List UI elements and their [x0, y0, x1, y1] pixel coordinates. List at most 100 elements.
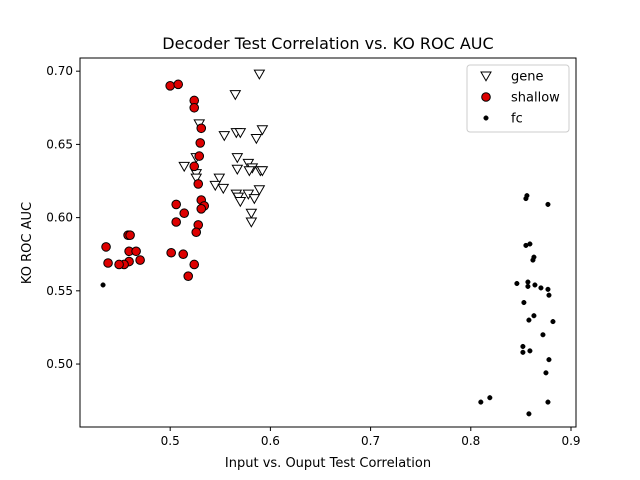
point-shallow [178, 249, 189, 260]
point-gene [209, 180, 222, 192]
point-shallow [195, 138, 206, 148]
point-fc [100, 282, 106, 288]
point-shallow [189, 102, 200, 113]
point-shallow [101, 242, 111, 252]
point-shallow [131, 246, 141, 257]
point-fc [545, 286, 551, 292]
x-tick-label: 0.6 [261, 434, 280, 448]
point-gene [253, 185, 266, 196]
point-fc [523, 196, 529, 202]
point-shallow [166, 247, 176, 258]
x-tick-label: 0.7 [361, 434, 380, 448]
legend-items: gene shallow fc [480, 70, 560, 127]
point-gene [229, 90, 242, 101]
x-tick-label: 0.9 [561, 434, 580, 448]
y-axis: 0.50 0.55 0.60 0.65 0.70 [46, 64, 80, 371]
point-shallow [183, 271, 194, 281]
series-layer [100, 69, 556, 417]
legend-label-shallow: shallow [511, 91, 560, 106]
series-fc [100, 193, 556, 417]
point-shallow [196, 123, 207, 134]
y-tick-label: 0.50 [46, 357, 73, 371]
y-tick-label: 0.60 [46, 211, 73, 225]
point-gene [256, 166, 269, 177]
point-gene [245, 208, 258, 219]
point-fc [546, 292, 552, 298]
point-gene [243, 166, 256, 177]
point-gene [248, 194, 261, 205]
point-gene [234, 197, 247, 208]
point-fc [487, 395, 493, 401]
point-gene [218, 131, 231, 142]
point-shallow [135, 255, 145, 265]
point-shallow [196, 204, 207, 214]
legend-marker-fc [483, 115, 489, 121]
point-fc [545, 399, 551, 405]
point-shallow [179, 208, 190, 219]
x-axis-label: Input vs. Ouput Test Correlation [225, 456, 431, 471]
point-fc [520, 349, 526, 355]
legend-entry-gene: gene [480, 70, 544, 85]
point-fc [538, 285, 544, 291]
point-shallow [173, 79, 183, 90]
point-fc [543, 370, 549, 376]
point-fc [527, 348, 533, 354]
point-shallow [125, 230, 135, 240]
point-shallow [193, 179, 204, 189]
legend-marker-shallow [481, 92, 491, 102]
point-gene [217, 183, 230, 195]
point-fc [523, 242, 529, 248]
point-shallow [165, 81, 175, 91]
point-gene [256, 125, 269, 136]
point-shallow [191, 227, 202, 238]
point-fc [530, 257, 536, 263]
point-gene [253, 69, 266, 80]
point-gene [213, 173, 226, 184]
point-gene [178, 161, 191, 173]
point-gene [231, 164, 244, 176]
point-fc [531, 313, 537, 319]
x-tick-label: 0.5 [161, 434, 180, 448]
point-fc [540, 332, 546, 338]
y-tick-label: 0.55 [46, 284, 73, 298]
point-shallow [171, 199, 181, 210]
point-gene [190, 173, 203, 184]
point-shallow [189, 259, 200, 270]
point-fc [478, 399, 484, 405]
y-axis-label: KO ROC AUC [20, 202, 35, 284]
series-gene [178, 69, 269, 228]
legend-marker-gene [480, 71, 492, 82]
point-fc [521, 299, 527, 306]
y-tick-label: 0.65 [46, 137, 73, 151]
legend-entry-fc: fc [483, 112, 523, 127]
point-fc [546, 357, 552, 363]
x-axis: 0.5 0.6 0.7 0.8 0.9 [161, 427, 581, 448]
legend-label-gene: gene [511, 70, 544, 85]
point-fc [520, 343, 526, 350]
legend-label-fc: fc [511, 112, 523, 127]
y-tick-label: 0.70 [46, 64, 73, 78]
point-fc [532, 282, 538, 288]
point-fc [526, 411, 532, 417]
point-gene [231, 153, 244, 164]
point-gene [250, 134, 263, 145]
point-fc [525, 279, 531, 285]
point-shallow [114, 259, 124, 270]
legend-entry-shallow: shallow [481, 91, 560, 106]
point-fc [525, 283, 531, 289]
point-fc [550, 319, 556, 325]
point-fc [514, 280, 520, 287]
point-gene [234, 128, 247, 139]
point-shallow [194, 151, 205, 161]
x-tick-label: 0.8 [461, 434, 480, 448]
legend: gene shallow fc [466, 64, 570, 133]
point-gene [245, 217, 258, 228]
point-shallow [103, 258, 113, 268]
point-shallow [189, 161, 200, 172]
point-fc [526, 317, 532, 323]
legend-box [466, 64, 570, 133]
series-shallow [101, 79, 210, 281]
chart-title: Decoder Test Correlation vs. KO ROC AUC [162, 34, 493, 53]
point-shallow [171, 217, 181, 227]
